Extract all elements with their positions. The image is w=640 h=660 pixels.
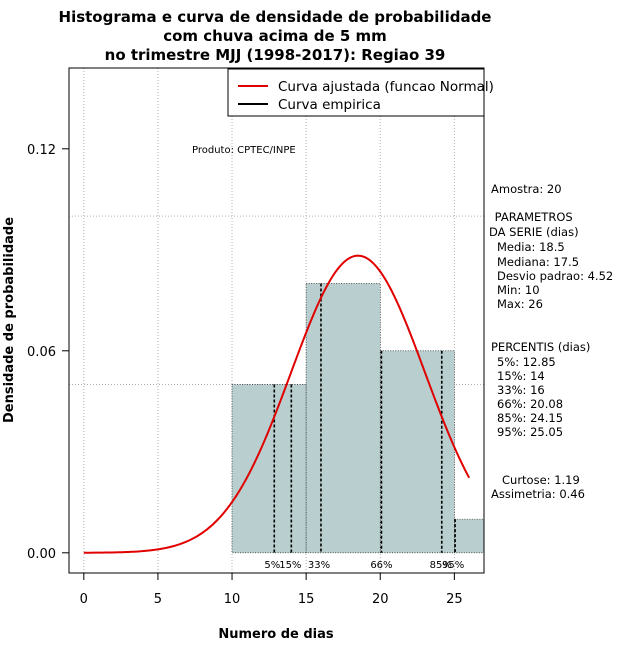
x-tick-label-10: 10 [224, 592, 241, 607]
legend-label-empirical: Curva empirica [278, 97, 381, 113]
histogram-bar-3 [454, 518, 485, 554]
side-pct-5: 5%: 12.85 [497, 355, 556, 369]
product-annotation: Produto: CPTEC/INPE [192, 145, 296, 156]
side-pct-15: 15%: 14 [497, 369, 545, 383]
side-median: Mediana: 17.5 [497, 255, 579, 269]
side-sample: Amostra: 20 [491, 182, 562, 196]
side-pct-95: 95%: 25.05 [497, 425, 563, 439]
y-tick-label-0: 0.00 [27, 547, 56, 562]
x-tick-label-25: 25 [446, 592, 463, 607]
histogram-bar-0 [231, 384, 307, 554]
percentile-label-0: 5% [264, 560, 280, 571]
percentile-label-1: 15% [279, 560, 301, 571]
histogram-bar-2 [379, 350, 455, 554]
chart-title-line-2: com chuva acima de 5 mm [163, 27, 387, 45]
y-tick-label-2: 0.12 [27, 143, 56, 158]
bars-layer [231, 283, 485, 554]
percentile-label-2: 33% [308, 560, 330, 571]
x-tick-label-15: 15 [298, 592, 315, 607]
chart-title-line-1: Histograma e curva de densidade de proba… [59, 8, 492, 26]
percentile-label-3: 66% [370, 560, 392, 571]
normal-curve [83, 254, 471, 554]
axes-layer: 0 5 10 15 20 25 0.00 0.06 0.12 [27, 143, 463, 607]
x-tick-label-20: 20 [372, 592, 389, 607]
legend-label-fitted: Curva ajustada (funcao Normal) [278, 79, 494, 95]
side-params-header: PARAMETROS [491, 210, 573, 224]
x-axis-title: Numero de dias [218, 627, 334, 642]
side-sd: Desvio padrao: 4.52 [497, 269, 613, 283]
plot-frame [68, 67, 485, 574]
y-axis-title: Densidade de probabilidade [2, 217, 17, 423]
side-kurtosis: Curtose: 1.19 [502, 473, 580, 487]
x-tick-label-0: 0 [80, 592, 88, 607]
side-max: Max: 26 [497, 297, 543, 311]
legend: Curva ajustada (funcao Normal) Curva emp… [227, 68, 494, 117]
side-pct-header: PERCENTIS (dias) [491, 340, 590, 354]
side-pct-85: 85%: 24.15 [497, 411, 563, 425]
side-pct-33: 33%: 16 [497, 383, 545, 397]
side-params-sub: DA SERIE (dias) [489, 225, 579, 239]
side-min: Min: 10 [497, 283, 540, 297]
legend-box [227, 68, 485, 117]
side-skewness: Assimetria: 0.46 [491, 487, 585, 501]
histogram-bar-1 [305, 283, 381, 554]
percentile-lines-layer: 5%15% 33% 66% 85%95% [264, 283, 464, 571]
side-pct-66: 66%: 20.08 [497, 397, 563, 411]
normal-curve-layer [83, 254, 471, 554]
percentile-label-5: 95% [442, 560, 464, 571]
x-tick-label-5: 5 [154, 592, 162, 607]
y-tick-label-1: 0.06 [27, 345, 56, 360]
side-mean: Media: 18.5 [497, 240, 565, 254]
side-panel: Amostra: 20 PARAMETROS DA SERIE (dias) M… [489, 182, 613, 501]
percentile-label-4: 85% [430, 560, 452, 571]
chart-title-line-3: no trimestre MJJ (1998-2017): Regiao 39 [105, 46, 446, 64]
